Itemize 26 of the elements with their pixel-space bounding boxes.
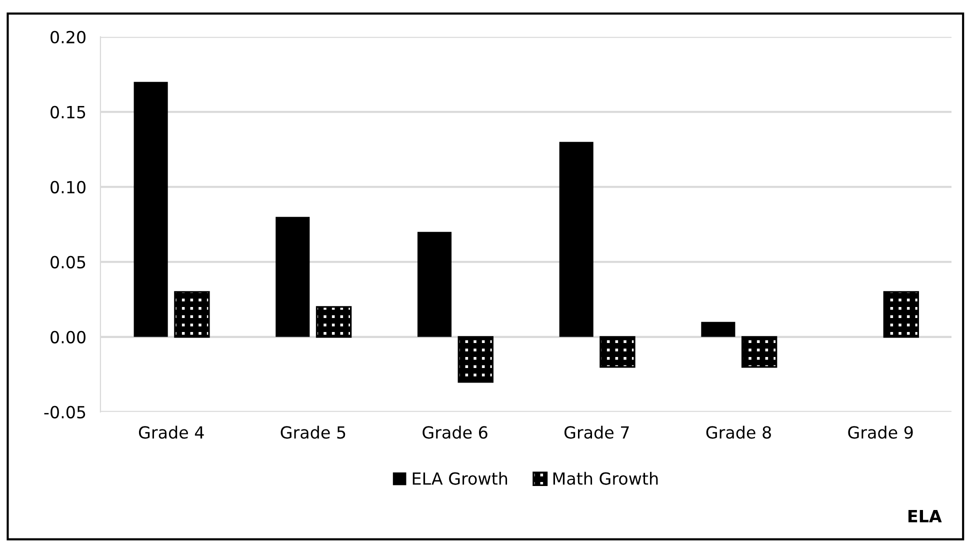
y-tick-label: 0.20 [50,30,86,44]
bar [701,322,736,337]
bar [417,232,452,337]
bar [458,336,494,383]
y-tick-label: 0.15 [50,106,86,118]
bar [559,142,594,337]
x-tick-label: Grade 9 [848,426,913,439]
bar [276,216,310,337]
legend-label: ELA Growth [412,472,508,485]
y-tick-label: -0.05 [44,406,86,418]
x-tick-label: Grade 8 [706,426,771,439]
bar [883,291,920,338]
bar [134,82,168,337]
x-tick-label: Grade 5 [280,426,346,439]
bar [741,336,778,368]
y-tick-label: 0.10 [50,180,86,194]
y-tick-label: 0.00 [50,330,86,344]
bar [316,306,352,338]
legend-label: Math Growth [553,472,658,485]
x-tick-label: Grade 4 [138,426,204,439]
bar [600,336,636,368]
bar [174,291,210,338]
text: ELA [908,510,942,522]
y-tick-label: 0.05 [50,256,86,268]
x-tick-label: Grade 6 [422,426,488,439]
x-tick-label: Grade 7 [564,426,629,439]
